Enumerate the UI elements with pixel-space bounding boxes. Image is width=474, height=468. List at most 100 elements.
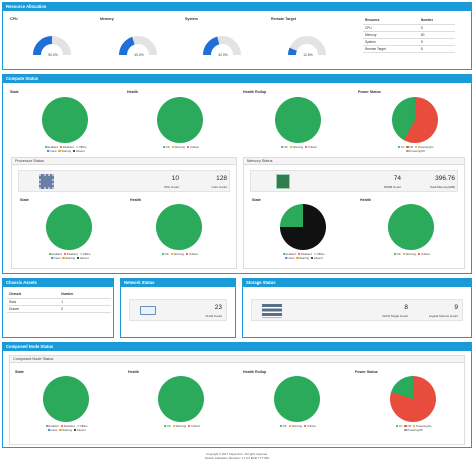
memory-gauge: [119, 36, 157, 56]
table-row: Rack 1: [7, 298, 111, 306]
memory-gauge-value: 40.0%: [134, 53, 144, 57]
resource-allocation-title: Resource Allocation: [3, 3, 471, 11]
table-row: System 5: [363, 38, 455, 46]
core-count-label: Core Count: [211, 185, 227, 189]
processor-state-pie: [46, 204, 92, 250]
compute-power-status-legend: On Off PoweringOn PoweringOff: [383, 145, 447, 153]
composed-power-status-pie: [390, 376, 436, 422]
iscsi-target-count-label: iSCSI Target Count: [382, 314, 408, 318]
table-row: Memory 50: [363, 31, 455, 39]
total-memory-value: 396.76: [435, 175, 455, 182]
footer-version: Version evaluation, Revision: 2.1.0.2 Bu…: [204, 456, 270, 460]
composed-power-status-legend: On Off PoweringOn PoweringOff: [381, 424, 445, 432]
composed-state-label: State: [15, 370, 24, 374]
cpu-count-value: 10: [171, 175, 179, 182]
composed-node-status-panel: Composed Node Status Composed Node Statu…: [2, 342, 472, 448]
memory-status-subpanel: Memory Status 74 DIMM Count 396.76 Total…: [243, 157, 465, 269]
compute-status-panel: Compute Status State Health Health Rollu…: [2, 74, 472, 274]
resource-allocation-panel: Resource Allocation CPU Memory System Re…: [2, 2, 472, 70]
memory-summary-box: 74 DIMM Count 396.76 Total Memory(GiB): [250, 170, 458, 192]
gauge-label-memory: Memory: [100, 17, 114, 21]
memory-state-pie: [280, 204, 326, 250]
table-cell: Remote Target: [363, 45, 419, 53]
table-cell: 50: [418, 31, 455, 39]
compute-health-rollup-label: Health Rollup: [243, 90, 267, 94]
composed-node-status-subtitle: Composed Node Status: [10, 356, 464, 363]
processor-health-label: Health: [130, 198, 141, 202]
composed-node-status-title: Composed Node Status: [3, 343, 471, 351]
compute-health-label: Health: [127, 90, 138, 94]
number-col-header: Number: [418, 17, 455, 25]
table-row: Drawer 5: [7, 305, 111, 313]
gauge-fill: [203, 36, 220, 56]
system-gauge-value: 42.0%: [218, 53, 228, 57]
gauge-fill: [288, 47, 297, 56]
composed-state-pie: [43, 376, 89, 422]
vlan-count-value: 23: [214, 304, 222, 311]
resource-col-header: Resource: [363, 17, 419, 25]
storage-status-title: Storage Status: [243, 279, 471, 287]
processor-status-title: Processor Status: [12, 158, 236, 165]
compute-state-legend: Enabled Disabled Offline Intest Starting…: [33, 145, 97, 153]
composed-node-status-subpanel: Composed Node Status State Health Health…: [9, 355, 465, 445]
table-cell: Rack: [7, 298, 60, 306]
processor-health-legend: OK Warning Critical: [147, 252, 211, 256]
table-cell: Drawer: [7, 305, 60, 313]
gauge-label-cpu: CPU: [10, 17, 18, 21]
table-row: Remote Target 8: [363, 45, 455, 53]
composed-health-pie: [158, 376, 204, 422]
chassis-number-col-header: Number: [59, 291, 111, 299]
system-gauge: [203, 36, 241, 56]
chassis-assets-panel: Chassis Assets Chassis Number Rack 1 Drawe…: [2, 278, 114, 338]
processor-summary-box: 10 CPU Count 128 Core Count: [18, 170, 230, 192]
compute-state-pie: [42, 97, 88, 143]
table-cell: CPU: [363, 24, 419, 32]
table-cell: System: [363, 38, 419, 46]
chassis-assets-title: Chassis Assets: [3, 279, 113, 287]
gauge-fill: [33, 36, 53, 56]
compute-power-status-label: Power Status: [358, 90, 381, 94]
dimm-count-label: DIMM Count: [384, 185, 401, 189]
table-cell: 5: [59, 305, 111, 313]
composed-health-rollup-label: Health Rollup: [243, 370, 267, 374]
memory-status-title: Memory Status: [244, 158, 464, 165]
table-row: CPU 5: [363, 24, 455, 32]
compute-state-label: State: [10, 90, 19, 94]
table-cell: 1: [59, 298, 111, 306]
processor-health-pie: [156, 204, 202, 250]
resource-table: Resource Number CPU 5 Memory 50 System 5 Rem…: [363, 17, 455, 53]
memory-state-legend: Enabled Disabled Offline Intest Starting…: [271, 252, 335, 260]
total-memory-label: Total Memory(GiB): [429, 185, 455, 189]
composed-power-status-label: Power Status: [355, 370, 378, 374]
memory-state-label: State: [252, 198, 261, 202]
composed-state-legend: Enabled Disabled Offline Intest Starting…: [34, 424, 98, 432]
network-summary-box: 23 VLAN Count: [129, 299, 227, 321]
storage-summary-box: 8 iSCSI Target Count 9 Logical Volume Co…: [251, 299, 463, 321]
chassis-table: Chassis Number Rack 1 Drawer 5: [7, 291, 111, 313]
cpu-chip-icon: [39, 174, 54, 189]
memory-health-label: Health: [360, 198, 371, 202]
table-cell: Memory: [363, 31, 419, 39]
composed-health-rollup-legend: OK Warning Critical: [265, 424, 329, 428]
compute-power-status-pie: [392, 97, 438, 143]
cpu-count-label: CPU Count: [163, 185, 179, 189]
gauge-label-remote-target: Remote Target: [271, 17, 296, 21]
memory-health-pie: [388, 204, 434, 250]
table-cell: 8: [418, 45, 455, 53]
iscsi-target-count-value: 8: [404, 304, 408, 311]
processor-state-label: State: [20, 198, 29, 202]
compute-health-legend: OK Warning Critical: [148, 145, 212, 149]
vlan-count-label: VLAN Count: [205, 314, 222, 318]
core-count-value: 128: [216, 175, 227, 182]
storage-server-icon: [262, 304, 282, 318]
network-switch-icon: [140, 306, 156, 315]
remote-target-gauge-value: 12.5%: [303, 53, 313, 57]
table-cell: 5: [418, 38, 455, 46]
cpu-gauge-value: 50.0%: [48, 53, 58, 57]
compute-health-rollup-legend: OK Warning Critical: [266, 145, 330, 149]
table-cell: 5: [418, 24, 455, 32]
remote-target-gauge: [288, 36, 326, 56]
cpu-gauge: [33, 36, 71, 56]
storage-status-panel: Storage Status 8 iSCSI Target Count 9 Lo…: [242, 278, 472, 338]
chassis-col-header: Chassis: [7, 291, 60, 299]
